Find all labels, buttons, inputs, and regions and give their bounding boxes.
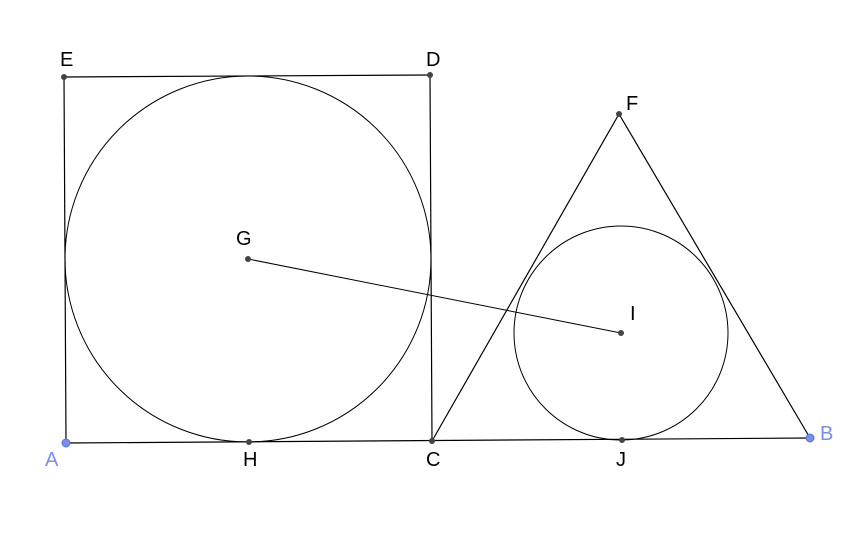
label-A: A — [45, 449, 59, 471]
segment-C-F — [432, 114, 619, 441]
point-E — [61, 74, 67, 80]
label-G: G — [236, 228, 252, 250]
point-A — [62, 439, 70, 447]
label-H: H — [243, 449, 257, 471]
point-J — [619, 437, 625, 443]
segment-G-I — [248, 259, 621, 333]
point-D — [427, 72, 433, 78]
label-I: I — [630, 303, 636, 325]
label-E: E — [60, 49, 73, 71]
labels-layer: A B C D E F G H I J — [45, 49, 833, 471]
point-B — [806, 434, 814, 442]
point-I — [618, 330, 624, 336]
label-C: C — [426, 449, 440, 471]
label-D: D — [426, 49, 440, 71]
label-J: J — [616, 449, 626, 471]
points-layer — [61, 72, 814, 447]
segment-A-B — [66, 438, 810, 443]
point-C — [429, 438, 435, 444]
geometry-diagram: A B C D E F G H I J — [0, 0, 851, 544]
point-H — [246, 439, 252, 445]
point-F — [616, 111, 622, 117]
point-G — [245, 256, 251, 262]
label-B: B — [820, 423, 833, 445]
label-F: F — [626, 93, 638, 115]
segment-F-B — [619, 114, 810, 438]
